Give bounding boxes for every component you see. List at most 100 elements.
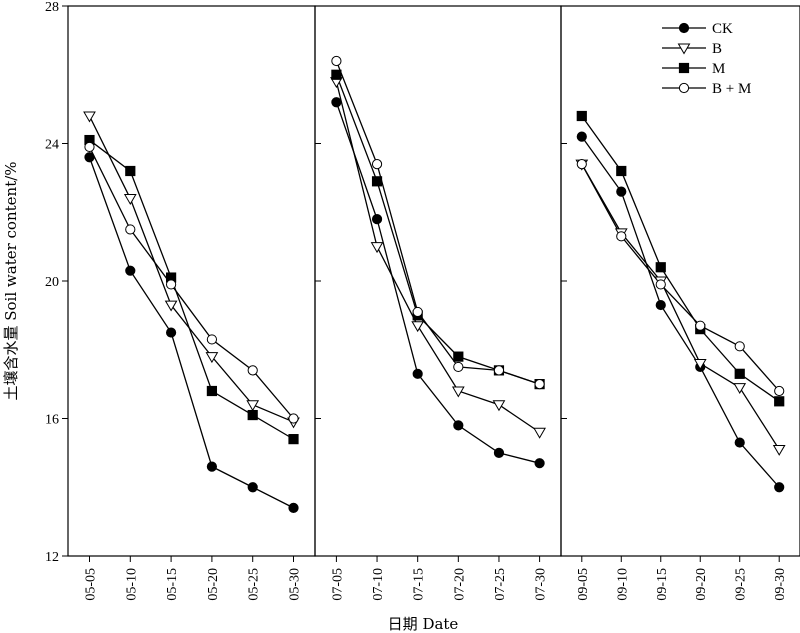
x-tick-label: 07-10 — [371, 568, 386, 601]
point-ck — [734, 437, 745, 448]
series-line-b — [88, 115, 294, 423]
x-tick-label: 07-15 — [412, 568, 427, 601]
point-m — [616, 165, 627, 177]
point-b-m — [616, 231, 627, 242]
point-m — [576, 110, 587, 122]
y-tick-label: 16 — [45, 413, 59, 428]
point-ck — [125, 265, 136, 276]
x-tick-label: 07-05 — [330, 568, 345, 601]
point-b — [492, 400, 506, 412]
legend-marker — [678, 62, 690, 74]
point-b-m — [695, 320, 706, 331]
legend-item-m: M — [662, 61, 725, 77]
x-tick-label: 07-20 — [452, 568, 467, 601]
x-tick-label: 05-10 — [124, 568, 139, 601]
point-ck — [655, 299, 666, 311]
y-tick-label: 24 — [45, 138, 59, 153]
series-line-b — [581, 163, 780, 450]
series-line-ck — [581, 136, 780, 488]
y-axis-title: 土壤含水量 Soil water content/% — [2, 161, 20, 400]
point-b — [451, 386, 465, 398]
point-m — [655, 262, 666, 273]
point-b-m — [534, 379, 545, 390]
point-m — [288, 434, 299, 445]
series-line-b-m — [335, 60, 540, 385]
x-tick-label: 09-30 — [773, 568, 788, 601]
point-b — [733, 383, 747, 395]
point-b-m — [247, 365, 258, 376]
x-tick-label: 05-20 — [206, 568, 221, 601]
point-b — [246, 400, 260, 412]
point-b — [205, 352, 219, 364]
x-tick-label: 05-30 — [288, 568, 303, 601]
point-m — [453, 351, 464, 362]
point-m — [371, 176, 383, 187]
x-tick-label: 07-25 — [493, 568, 508, 601]
point-m — [734, 368, 745, 379]
panel-3: 09-05 09-10 09-15 09-20 09-25 09-30 — [560, 5, 800, 601]
series-line-b-m — [88, 146, 295, 419]
x-tick-label: 09-20 — [694, 568, 709, 601]
point-m — [247, 409, 258, 421]
x-tick-label: 05-15 — [165, 568, 180, 601]
panel-frame — [314, 5, 562, 557]
legend-marker — [677, 43, 691, 55]
series-line-m — [89, 139, 294, 440]
point-b — [164, 300, 178, 312]
legend-marker — [678, 82, 690, 94]
series-line-b-m — [581, 163, 780, 392]
x-tick-label: 05-05 — [83, 568, 98, 601]
point-b-m — [412, 306, 423, 318]
point-b-m — [493, 365, 505, 376]
panel-1: 05-05 05-10 05-15 05-20 05-25 05-30 12 16 20 24 28 — [45, 0, 316, 601]
point-b — [83, 111, 96, 123]
point-ck — [165, 327, 177, 338]
point-ck — [288, 502, 299, 513]
point-b-m — [165, 279, 177, 290]
point-b — [693, 359, 707, 370]
chart-panels: 05-05 05-10 05-15 05-20 05-25 05-30 12 16 20 24 28… — [45, 0, 800, 601]
legend-item-b: B — [662, 41, 722, 57]
x-tick-label: 09-25 — [734, 568, 749, 601]
point-b-m — [453, 361, 464, 373]
x-tick-label: 09-05 — [576, 568, 591, 601]
series-line-ck — [88, 157, 294, 509]
series-line-b — [335, 81, 540, 433]
y-tick-label: 28 — [45, 0, 59, 15]
point-b — [411, 321, 425, 333]
point-ck — [247, 482, 258, 493]
x-axis-title: 日期 Date — [388, 615, 459, 633]
point-b-m — [655, 279, 666, 290]
point-ck — [84, 152, 95, 163]
legend-label: B + M — [712, 81, 751, 97]
legend-label: M — [712, 61, 725, 77]
legend-item-ck: CK — [662, 21, 733, 37]
point-ck — [412, 368, 423, 379]
point-m — [331, 69, 342, 80]
legend-marker — [678, 22, 690, 34]
y-tick-label: 12 — [45, 550, 59, 565]
legend-label: B — [712, 41, 722, 57]
point-b — [370, 242, 384, 254]
point-m — [125, 165, 136, 177]
point-b-m — [371, 159, 383, 170]
series-line-ck — [335, 102, 540, 464]
point-ck — [534, 458, 545, 469]
series-line-m — [581, 115, 780, 402]
point-ck — [774, 482, 785, 493]
point-b-m — [774, 385, 785, 397]
point-ck — [206, 461, 218, 472]
panel-frame — [67, 5, 316, 557]
point-b-m — [331, 55, 342, 67]
point-ck — [616, 186, 627, 197]
legend-label: CK — [712, 21, 733, 37]
point-b-m — [288, 413, 299, 424]
point-b-m — [206, 334, 218, 345]
legend-item-b-m: B + M — [662, 81, 751, 97]
series-line-m — [335, 74, 540, 385]
point-m — [206, 385, 218, 397]
point-b — [772, 444, 786, 456]
panel-2: 07-05 07-10 07-15 07-20 07-25 07-30 — [314, 5, 562, 601]
y-tick-label: 20 — [45, 275, 59, 290]
x-tick-label: 09-15 — [655, 568, 670, 601]
